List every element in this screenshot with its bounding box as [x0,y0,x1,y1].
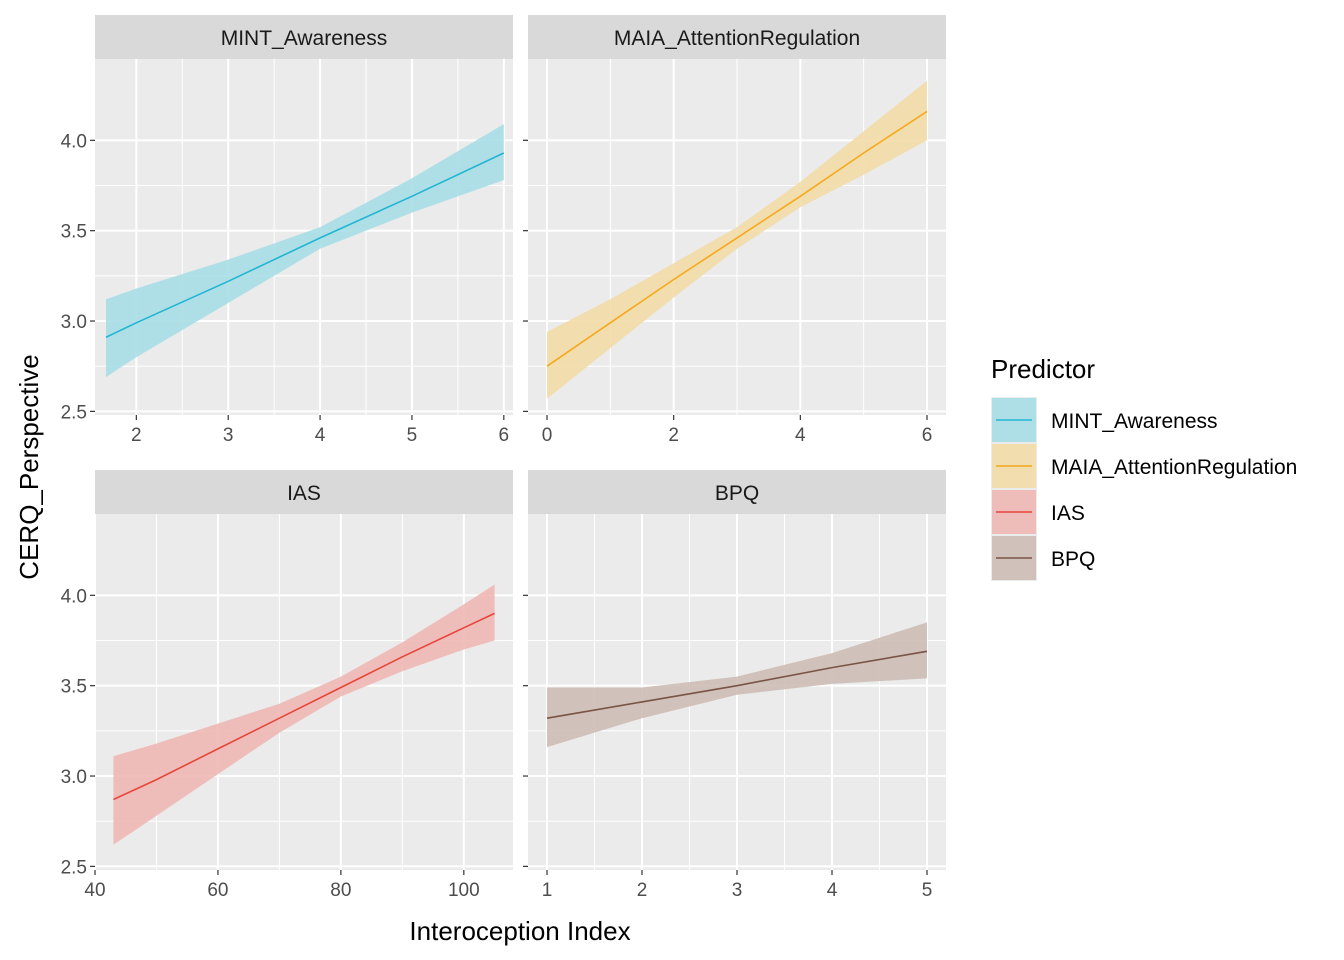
x-tick-label: 0 [542,425,553,446]
y-tick-label: 2.5 [61,402,87,423]
x-tick-label: 80 [330,880,351,901]
panel-bpq: BPQ 1 2 3 4 5 [523,470,946,901]
y-tick-label: 3.5 [61,222,87,243]
strip-label-bpq: BPQ [715,482,759,505]
strip-bpq [528,470,946,514]
y-tick-label: 4.0 [61,586,87,607]
x-tick-label: 2 [637,880,648,901]
legend-item-ias: IAS [991,489,1085,535]
x-axis-title: Interoception Index [409,916,630,946]
legend-label-mint-awareness: MINT_Awareness [1051,410,1218,433]
ribbon-bpq [547,622,927,748]
panel-maia-attentionregulation: MAIA_AttentionRegulation 0 2 4 6 [523,15,946,446]
ribbon-maia-attentionregulation [547,80,927,399]
x-tick-label: 4 [315,425,326,446]
legend-label-ias: IAS [1051,502,1085,525]
y-tick-label: 3.5 [61,677,87,698]
strip-label-mint-awareness: MINT_Awareness [221,27,388,50]
x-tick-label: 2 [131,425,142,446]
x-tick-label: 4 [827,880,838,901]
panel-bg-ias [95,514,513,870]
x-tick-label: 5 [922,880,933,901]
panel-ias: IAS 2.5 3.0 3.5 4.0 40 60 80 100 [61,470,513,901]
y-tick-label: 3.0 [61,312,87,333]
legend-item-maia-attentionregulation: MAIA_AttentionRegulation [991,443,1297,489]
y-axis-title: CERQ_Perspective [14,354,44,579]
panel-mint-awareness: MINT_Awareness 2.5 3.0 3.5 4.0 2 3 4 5 6 [61,15,513,446]
x-tick-label: 6 [499,425,510,446]
strip-mint-awareness [95,15,513,59]
x-tick-label: 2 [668,425,679,446]
x-tick-label: 6 [922,425,933,446]
y-tick-label: 4.0 [61,131,87,152]
ribbon-ias [113,584,495,845]
x-tick-label: 100 [448,880,480,901]
strip-maia-attentionregulation [528,15,946,59]
legend: Predictor MINT_Awareness MAIA_AttentionRe… [991,354,1297,581]
series-line-mint-awareness [105,152,505,339]
series-line-maia-attentionregulation [546,110,928,367]
legend-title: Predictor [991,354,1095,384]
legend-item-mint-awareness: MINT_Awareness [991,397,1218,443]
x-tick-label: 40 [84,880,105,901]
x-tick-label: 60 [207,880,228,901]
series-line-bpq [546,650,928,719]
x-tick-label: 3 [732,880,743,901]
legend-item-bpq: BPQ [991,535,1095,581]
legend-label-bpq: BPQ [1051,548,1095,571]
x-tick-label: 3 [223,425,234,446]
strip-ias [95,470,513,514]
y-tick-label: 2.5 [61,857,87,878]
strip-label-ias: IAS [287,482,321,505]
x-tick-label: 5 [407,425,418,446]
series-line-ias [113,612,495,801]
legend-label-maia-attentionregulation: MAIA_AttentionRegulation [1051,456,1297,479]
strip-label-maia-attentionregulation: MAIA_AttentionRegulation [614,27,860,50]
x-tick-label: 1 [542,880,553,901]
ribbon-mint-awareness [106,124,504,378]
y-tick-label: 3.0 [61,767,87,788]
x-tick-label: 4 [795,425,806,446]
